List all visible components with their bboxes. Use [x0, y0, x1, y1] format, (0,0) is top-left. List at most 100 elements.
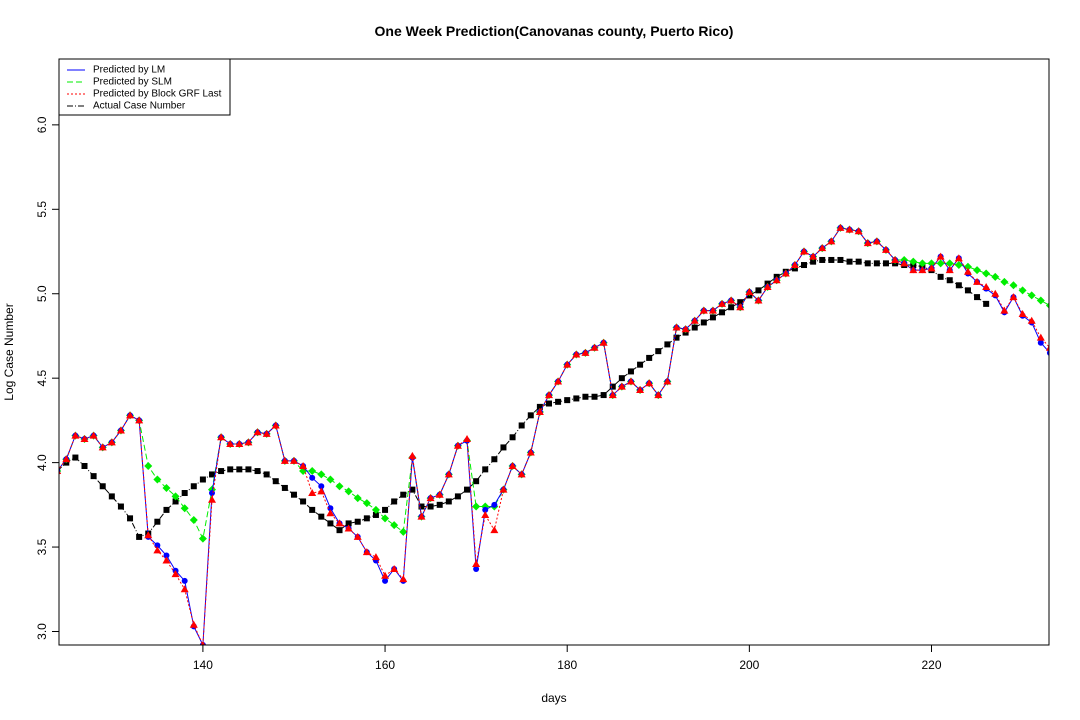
point — [299, 461, 308, 469]
legend-label: Predicted by Block GRF Last — [93, 89, 222, 100]
point — [153, 546, 162, 554]
point — [308, 489, 317, 497]
point — [163, 506, 170, 513]
point — [573, 395, 580, 402]
point — [136, 533, 143, 540]
point — [945, 266, 954, 274]
point — [790, 261, 799, 269]
point — [335, 482, 344, 491]
point — [818, 244, 827, 252]
point — [655, 348, 662, 355]
legend-label: Actual Case Number — [93, 101, 186, 112]
point — [245, 466, 252, 473]
plot-area — [59, 223, 1049, 645]
point — [599, 338, 608, 346]
point — [126, 411, 135, 419]
point — [672, 323, 681, 331]
point — [654, 391, 663, 399]
point — [309, 506, 316, 513]
point — [190, 483, 197, 490]
point — [636, 385, 645, 393]
point — [591, 393, 598, 400]
point — [318, 483, 325, 490]
point — [271, 421, 280, 429]
point — [991, 289, 1000, 297]
point — [991, 272, 1000, 281]
point — [154, 518, 161, 525]
point — [80, 434, 89, 442]
point — [362, 499, 371, 508]
chart-title: One Week Prediction(Canovanas county, Pu… — [375, 23, 734, 39]
point — [526, 448, 535, 456]
point — [545, 400, 552, 407]
point — [700, 319, 707, 326]
point — [427, 503, 434, 510]
point — [344, 487, 353, 496]
point — [218, 468, 225, 475]
point — [72, 454, 79, 461]
point — [663, 377, 672, 385]
point — [517, 470, 526, 478]
point — [317, 487, 326, 495]
point — [289, 456, 298, 464]
point — [391, 498, 398, 505]
point — [918, 259, 927, 268]
point — [863, 239, 872, 247]
point — [882, 260, 889, 267]
point — [801, 262, 808, 269]
point — [719, 309, 726, 316]
x-tick-label: 140 — [193, 658, 213, 672]
point — [181, 577, 188, 584]
point — [1045, 345, 1049, 351]
point — [59, 470, 62, 475]
point — [544, 391, 553, 399]
x-tick-label: 220 — [921, 658, 941, 672]
point — [500, 444, 507, 451]
point — [973, 266, 982, 275]
point — [217, 433, 226, 441]
point — [845, 225, 854, 233]
point — [1018, 286, 1027, 295]
point — [345, 520, 352, 527]
point — [527, 412, 534, 419]
point — [344, 524, 353, 532]
legend-label: Predicted by LM — [93, 65, 165, 76]
point — [727, 296, 736, 304]
point — [236, 466, 243, 473]
point — [964, 287, 971, 294]
point — [144, 531, 153, 539]
point — [390, 565, 399, 573]
point — [664, 341, 671, 348]
point — [162, 483, 171, 492]
point — [317, 470, 326, 479]
point — [499, 485, 508, 493]
point — [327, 505, 334, 512]
point — [1036, 333, 1045, 341]
point — [1037, 339, 1044, 346]
point — [290, 491, 297, 498]
point — [718, 299, 727, 307]
point — [737, 299, 744, 306]
point — [163, 552, 170, 559]
point — [1045, 302, 1049, 309]
point — [280, 456, 289, 464]
point — [108, 493, 115, 500]
point — [399, 527, 408, 536]
point — [1000, 306, 1009, 314]
y-tick-label: 4.5 — [35, 370, 49, 387]
point — [381, 514, 390, 523]
point — [781, 269, 790, 277]
point — [618, 375, 625, 382]
point — [454, 493, 461, 500]
point — [1018, 310, 1027, 318]
point — [426, 494, 435, 502]
point — [254, 468, 261, 475]
point — [536, 403, 543, 410]
point — [827, 237, 836, 245]
point — [400, 491, 407, 498]
point — [582, 393, 589, 400]
point — [955, 282, 962, 289]
point — [199, 476, 206, 483]
point — [973, 277, 982, 285]
